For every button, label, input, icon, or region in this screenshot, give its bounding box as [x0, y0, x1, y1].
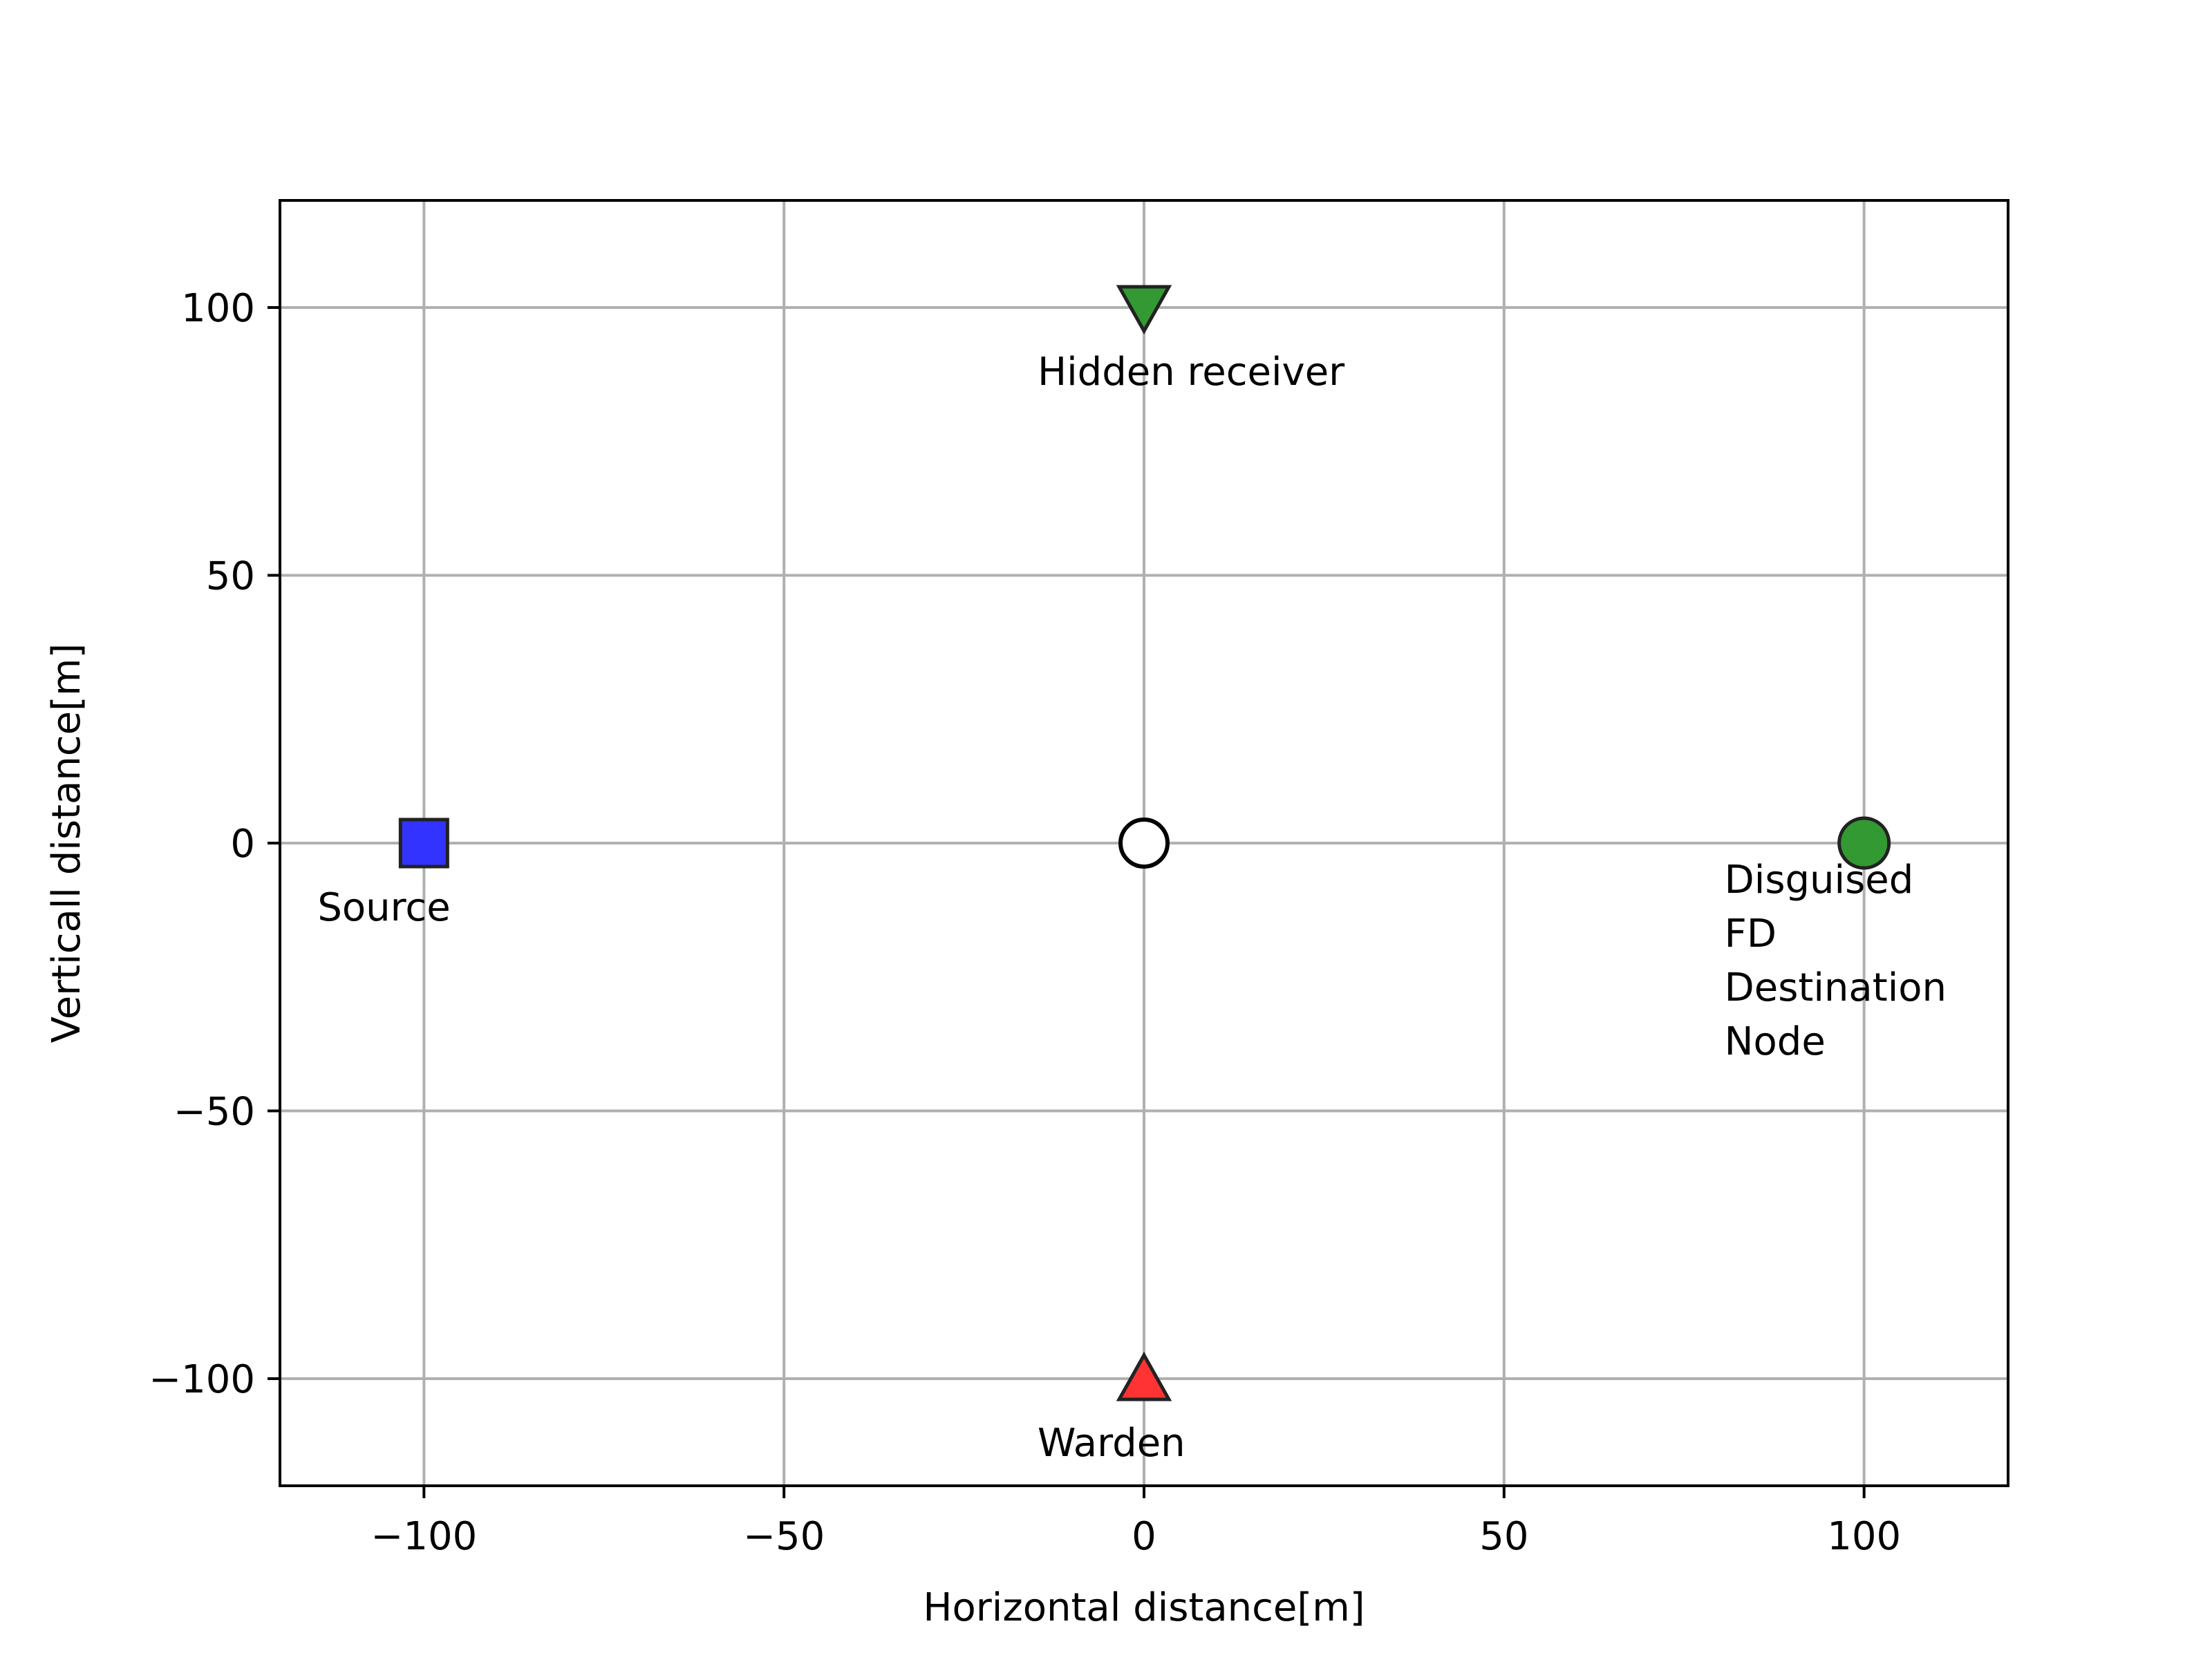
x-tick-label: −100 [371, 1514, 477, 1559]
point-label-line: Warden [1038, 1421, 1185, 1466]
y-tick-label: 50 [206, 554, 255, 599]
point-label: Hidden receiver [1038, 350, 1345, 395]
point-label: Disguised FD Destination Node [1725, 858, 1947, 1064]
destination-circle-marker [1837, 816, 1891, 870]
origin-open-circle-marker [1118, 818, 1170, 869]
data-markers [398, 285, 1891, 1401]
point-label: Source [317, 885, 450, 930]
x-tick-label: 100 [1827, 1514, 1901, 1559]
point-label-line: Node [1725, 1019, 1826, 1064]
point-label: Warden [1038, 1421, 1185, 1466]
point-label-line: Source [317, 885, 450, 930]
x-tick-label: 50 [1479, 1514, 1528, 1559]
receiver-triangle-down-marker [1116, 285, 1172, 335]
point-label-line: FD [1725, 912, 1777, 956]
x-axis-label: Horizontal distance[m] [923, 1585, 1365, 1630]
y-axis-label: Verticall distance[m] [44, 643, 89, 1044]
source-square-marker [398, 818, 449, 869]
point-label-line: Disguised [1725, 858, 1914, 903]
x-tick-label: 0 [1132, 1514, 1156, 1559]
y-tick-label: 0 [230, 822, 255, 867]
y-tick-label: −50 [174, 1090, 255, 1135]
point-label-line: Destination [1725, 965, 1947, 1010]
y-tick-label: −100 [149, 1357, 255, 1402]
axis-ticks: −100 −50 0 50 100 −100 −50 0 50 100 [149, 286, 1901, 1559]
x-tick-label: −50 [743, 1514, 825, 1559]
point-labels: Source Hidden receiver Warden Disguised FD De… [317, 350, 1947, 1466]
warden-triangle-up-marker [1116, 1351, 1172, 1401]
point-label-line: Hidden receiver [1038, 350, 1345, 395]
y-tick-label: 100 [181, 286, 255, 331]
